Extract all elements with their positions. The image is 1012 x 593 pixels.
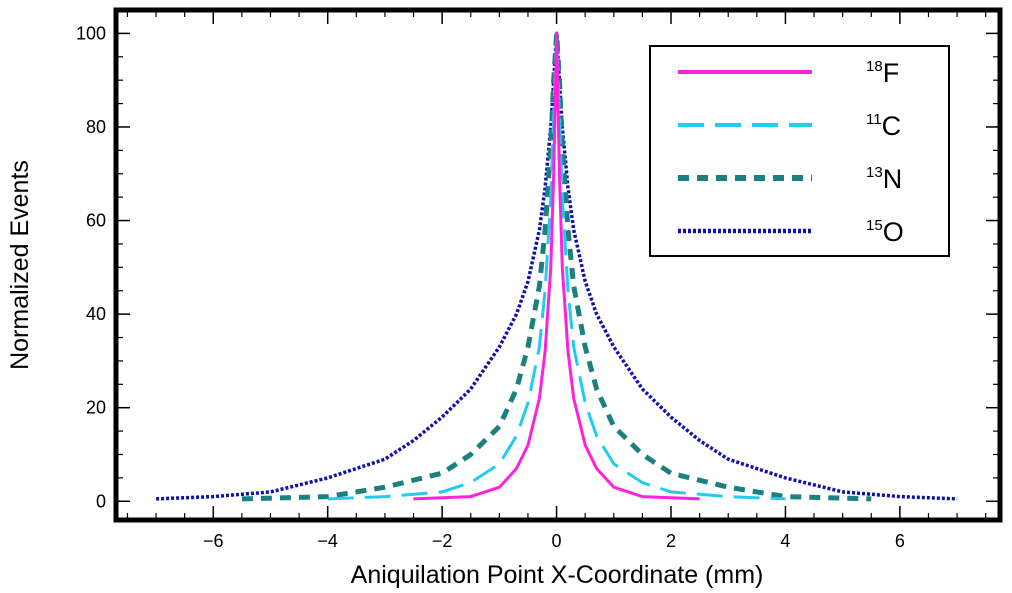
- x-tick-label: −2: [432, 531, 453, 551]
- legend-label-15O: 15O: [866, 217, 904, 247]
- legend-label-18F: 18F: [866, 58, 899, 88]
- y-tick-label: 20: [86, 398, 106, 418]
- x-tick-label: 0: [552, 531, 562, 551]
- x-axis-title: Aniquilation Point X-Coordinate (mm): [351, 561, 764, 589]
- legend-box: [649, 45, 950, 257]
- y-tick-label: 80: [86, 117, 106, 137]
- y-tick-label: 60: [86, 211, 106, 231]
- plot-area: [113, 7, 1003, 523]
- y-tick-label: 100: [76, 23, 106, 43]
- x-tick-label: −6: [203, 531, 224, 551]
- legend-label-13N: 13N: [866, 164, 902, 194]
- series-layer: [156, 30, 958, 502]
- y-axis-title: Normalized Events: [6, 160, 34, 370]
- plot-frame: [113, 7, 1003, 523]
- series-line-13N: [241, 30, 872, 502]
- y-tick-label: 40: [86, 304, 106, 324]
- x-tick-label: 6: [895, 531, 905, 551]
- legend: 18F 11C 13N 15O: [649, 45, 950, 257]
- x-tick-label: 4: [780, 531, 790, 551]
- y-tick-label: 0: [96, 491, 106, 511]
- x-tick-label: 2: [666, 531, 676, 551]
- legend-label-11C: 11C: [866, 111, 901, 141]
- x-tick-label: −4: [317, 531, 338, 551]
- series-line-18F: [413, 31, 700, 501]
